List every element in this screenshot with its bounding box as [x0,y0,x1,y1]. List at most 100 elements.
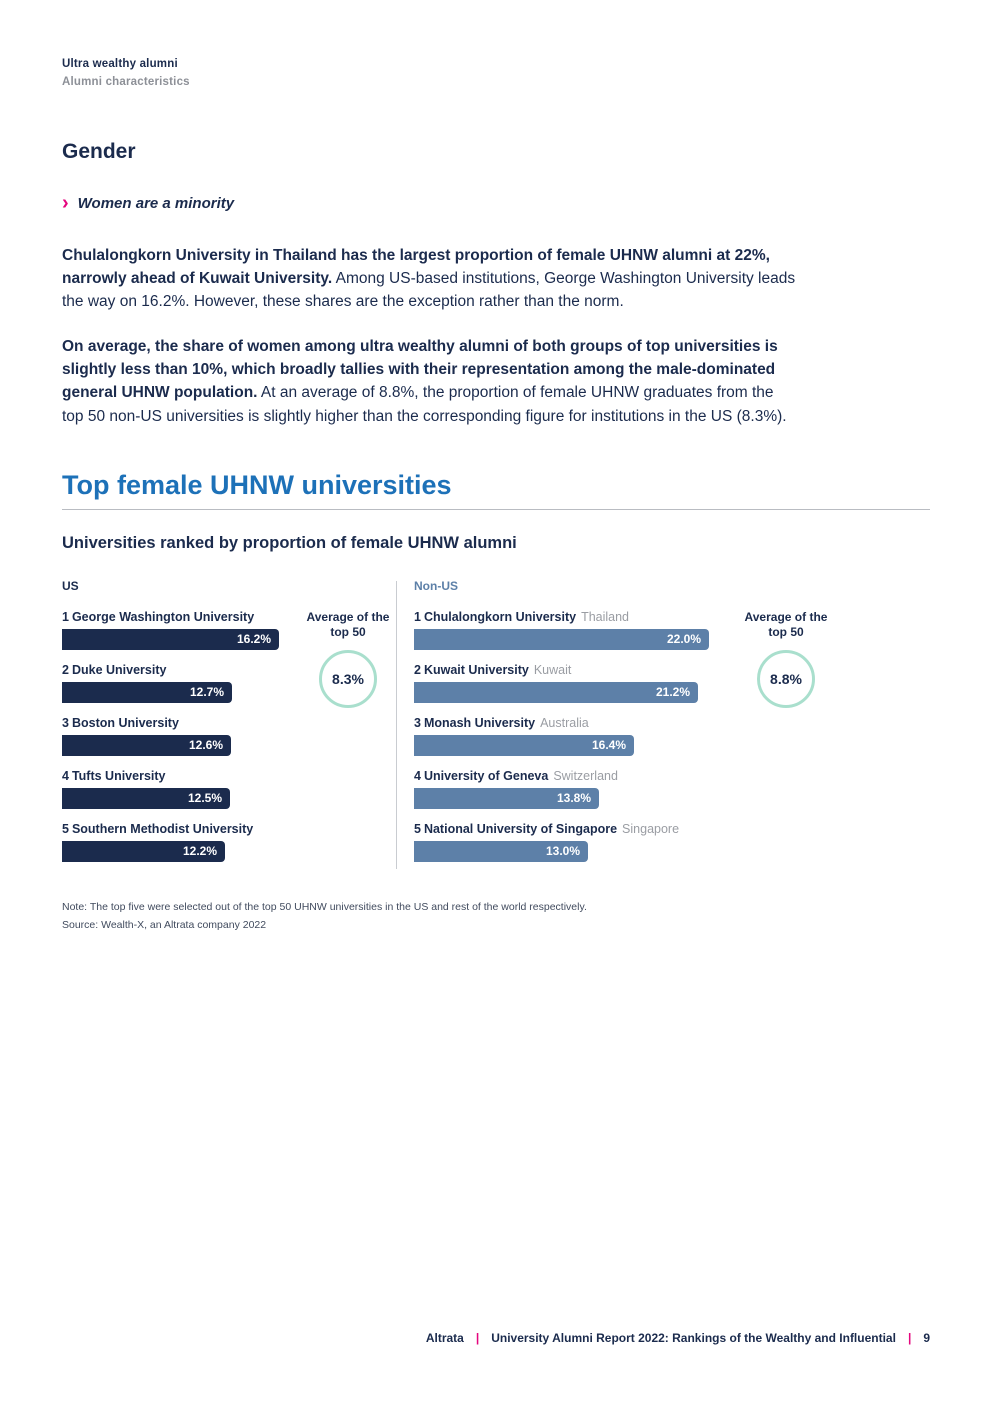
chart-section: Top female UHNW universities Universitie… [62,470,930,931]
page-footer: Altrata | University Alumni Report 2022: R… [62,1331,930,1345]
rank: 3 [62,715,69,730]
bar-label: 2 Duke University [62,663,292,677]
bar: 12.2% [62,840,225,862]
group-label-us: US [62,578,79,593]
bar: 12.6% [62,734,231,756]
rank: 1 [62,609,69,624]
bars-us: 1 George Washington University 16.2% 2 Duk… [62,610,292,875]
bar-row: 1 George Washington University 16.2% [62,610,292,650]
bar-label: 1 Chulalongkorn University Thailand [414,610,716,624]
group-body-us: 1 George Washington University 16.2% 2 Duk… [62,610,396,875]
footer-brand: Altrata [425,1331,464,1345]
group-label-nonus: Non-US [414,578,458,593]
column-divider [396,580,397,869]
footer-separator: | [907,1331,912,1345]
rank: 5 [62,821,69,836]
bar-row: 4 Tufts University 12.5% [62,769,292,809]
university-name: Boston University [71,715,179,730]
gender-section: Gender › Women are a minority Chulalongk… [62,140,930,428]
bar: 16.4% [414,734,634,756]
callout-text: Women are a minority [77,195,235,212]
chart-source: Source: Wealth-X, an Altrata company 202… [62,918,267,931]
chevron-right-icon: › [62,192,69,214]
bar-label: 5 National University of Singapore Singapo… [414,822,716,836]
chart-note: Note: The top five were selected out of … [62,900,587,913]
bar-row: 2 Duke University 12.7% [62,663,292,703]
chart-group-us: US 1 George Washington University 16.2% 2… [62,579,396,875]
bar: 21.2% [414,681,698,703]
university-name: Kuwait University [423,662,529,677]
bar: 12.5% [62,787,230,809]
bar-label: 5 Southern Methodist University [62,822,292,836]
page-header: Ultra wealthy alumni Alumni characterist… [62,58,930,88]
bar-value: 12.2% [182,844,217,859]
chart-group-nonus: Non-US 1 Chulalongkorn University Thailand… [397,579,930,875]
bar-value: 12.5% [187,791,222,806]
footer-report-title: University Alumni Report 2022: Rankings … [491,1331,896,1345]
bar-row: 4 University of Geneva Switzerland 13.8% [414,769,716,809]
rank: 1 [414,609,421,624]
section-title-gender: Gender [62,140,136,163]
bar-value: 12.7% [189,685,224,700]
bar-label: 1 George Washington University [62,610,292,624]
bar-label: 2 Kuwait University Kuwait [414,663,716,677]
university-name: Duke University [71,662,167,677]
university-name: Chulalongkorn University [423,609,577,624]
country-label: Singapore [622,821,680,836]
paragraph-1: Chulalongkorn University in Thailand has… [62,244,797,313]
paragraph-1-lead: Chulalongkorn University in Thailand has… [62,247,770,288]
rank: 4 [62,768,69,783]
average-circle: 8.8% [757,649,815,708]
bar-value: 13.0% [545,844,580,859]
chart-subtitle: Universities ranked by proportion of fem… [62,533,517,552]
average-block-us: Average of the top 50 8.3% [300,610,396,875]
university-name: Tufts University [71,768,166,783]
average-circle: 8.3% [319,649,377,708]
chart-section-title: Top female UHNW universities [62,469,452,500]
bar-value: 22.0% [666,632,701,647]
bar-row: 5 Southern Methodist University 12.2% [62,822,292,862]
bar-value: 21.2% [655,685,690,700]
paragraph-2: On average, the share of women among ult… [62,335,797,427]
bar-row: 2 Kuwait University Kuwait 21.2% [414,663,716,703]
rank: 5 [414,821,421,836]
bar-label: 3 Boston University [62,716,292,730]
bar-chart: US 1 George Washington University 16.2% 2… [62,579,930,875]
bar: 13.8% [414,787,599,809]
bars-nonus: 1 Chulalongkorn University Thailand 22.0% … [414,610,716,875]
footer-separator: | [475,1331,480,1345]
university-name: Monash University [423,715,536,730]
bar-label: 4 University of Geneva Switzerland [414,769,716,783]
country-label: Thailand [581,609,630,624]
country-label: Kuwait [533,662,572,677]
bar-row: 3 Boston University 12.6% [62,716,292,756]
university-name: National University of Singapore [423,821,618,836]
bar-value: 16.2% [236,632,271,647]
footer-page-number: 9 [923,1331,930,1345]
bar-value: 13.8% [556,791,591,806]
country-label: Australia [540,715,589,730]
rank: 2 [414,662,421,677]
rank: 2 [62,662,69,677]
report-section-title: Ultra wealthy alumni [62,58,178,70]
bar: 13.0% [414,840,588,862]
bar: 12.7% [62,681,232,703]
bar: 22.0% [414,628,709,650]
average-label: Average of the top 50 [744,609,828,639]
country-label: Switzerland [553,768,618,783]
bar: 16.2% [62,628,279,650]
bar-value: 12.6% [188,738,223,753]
bar-row: 5 National University of Singapore Singapo… [414,822,716,862]
rank: 4 [414,768,421,783]
report-section-subtitle: Alumni characteristics [62,76,190,88]
paragraph-2-rest: At an average of 8.8%, the proportion of… [62,384,787,425]
bar-row: 1 Chulalongkorn University Thailand 22.0% [414,610,716,650]
paragraph-2-lead: On average, the share of women among ult… [62,338,778,402]
bar-label: 4 Tufts University [62,769,292,783]
group-body-nonus: 1 Chulalongkorn University Thailand 22.0% … [414,610,930,875]
callout-women-minority: › Women are a minority [62,192,930,214]
bar-value: 16.4% [591,738,626,753]
rank: 3 [414,715,421,730]
bar-label: 3 Monash University Australia [414,716,716,730]
